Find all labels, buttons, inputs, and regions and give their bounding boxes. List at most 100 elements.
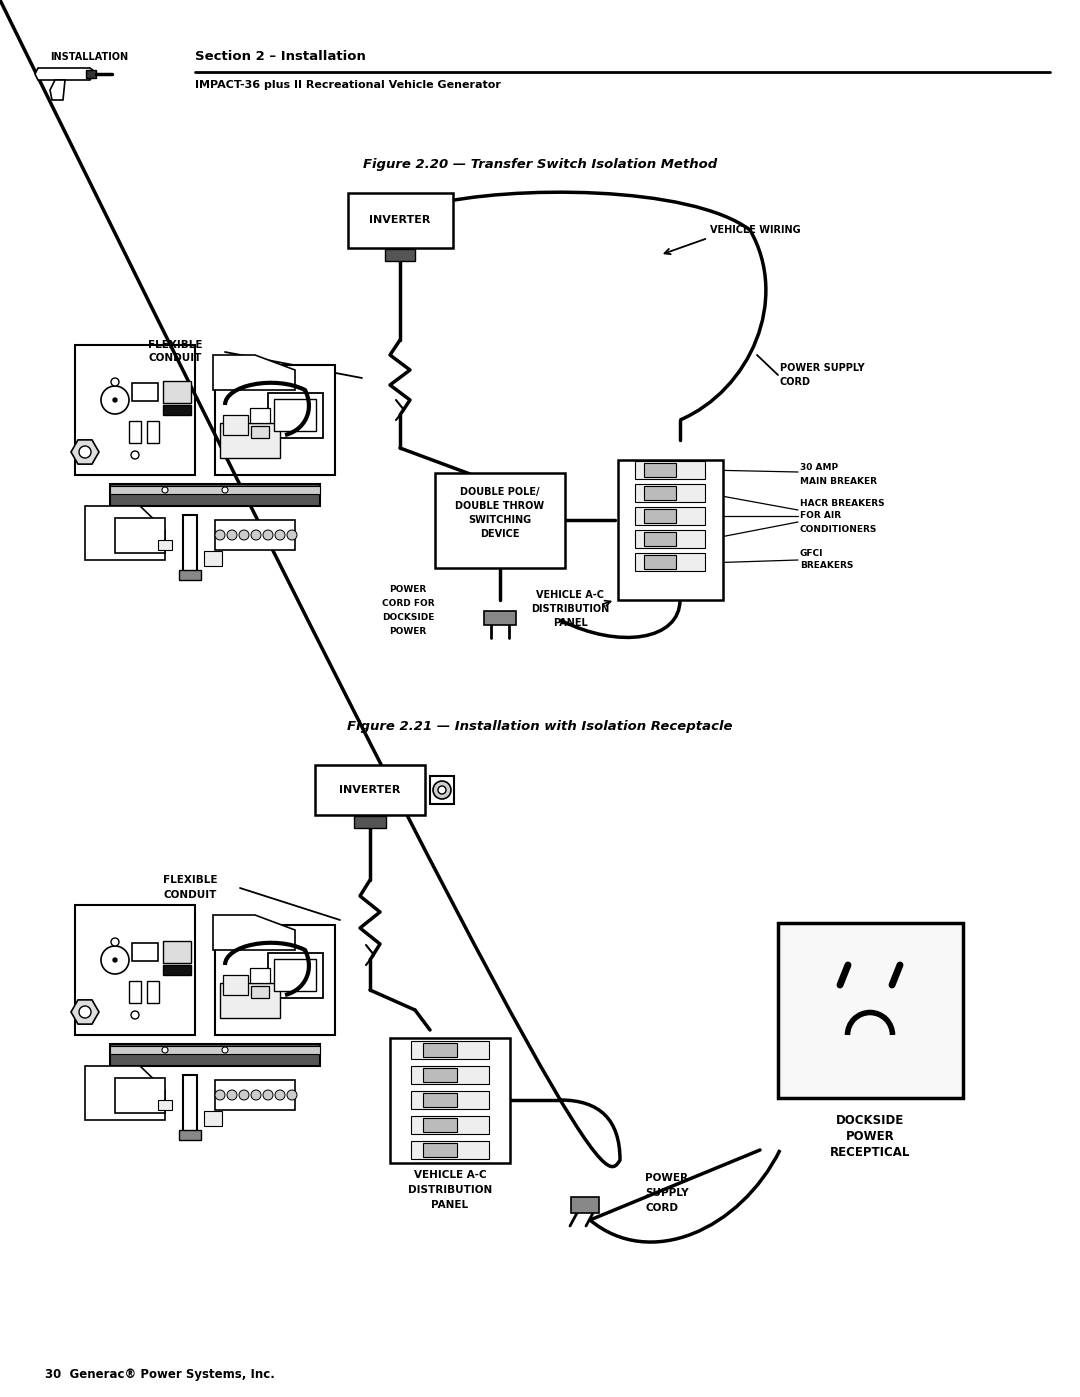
- Bar: [215, 1080, 295, 1111]
- Text: POWER SUPPLY: POWER SUPPLY: [780, 363, 865, 373]
- Text: CORD: CORD: [780, 377, 811, 387]
- Circle shape: [113, 958, 117, 963]
- Bar: [179, 570, 201, 580]
- Bar: [215, 925, 335, 1035]
- Bar: [618, 460, 723, 599]
- Text: IMPACT-36 plus II Recreational Vehicle Generator: IMPACT-36 plus II Recreational Vehicle G…: [195, 80, 501, 89]
- Bar: [384, 249, 415, 261]
- Bar: [251, 426, 269, 439]
- Bar: [635, 553, 705, 571]
- Text: INVERTER: INVERTER: [369, 215, 431, 225]
- Bar: [411, 1041, 489, 1059]
- Circle shape: [131, 451, 139, 460]
- Text: DOUBLE THROW: DOUBLE THROW: [456, 502, 544, 511]
- Circle shape: [102, 386, 129, 414]
- Bar: [222, 975, 247, 995]
- Circle shape: [251, 1090, 261, 1099]
- Bar: [249, 968, 270, 982]
- Bar: [163, 381, 191, 402]
- Bar: [215, 520, 295, 550]
- Bar: [635, 483, 705, 502]
- Bar: [274, 400, 316, 432]
- Circle shape: [433, 781, 451, 799]
- Polygon shape: [50, 80, 65, 101]
- Circle shape: [287, 529, 297, 541]
- Circle shape: [222, 1046, 228, 1053]
- Text: INVERTER: INVERTER: [339, 785, 401, 795]
- Bar: [220, 982, 280, 1017]
- Circle shape: [162, 488, 168, 493]
- Bar: [114, 517, 165, 552]
- Text: POWER: POWER: [846, 1130, 894, 1143]
- Circle shape: [79, 1006, 91, 1018]
- Bar: [179, 1130, 201, 1140]
- Bar: [251, 986, 269, 997]
- Polygon shape: [85, 1066, 165, 1120]
- Text: POWER: POWER: [390, 627, 427, 637]
- Bar: [423, 1044, 457, 1058]
- Circle shape: [239, 1090, 249, 1099]
- Bar: [423, 1143, 457, 1157]
- Bar: [635, 529, 705, 548]
- Polygon shape: [35, 68, 95, 80]
- Circle shape: [264, 529, 273, 541]
- Text: VEHICLE A-C: VEHICLE A-C: [414, 1171, 486, 1180]
- Circle shape: [438, 787, 446, 793]
- Text: DOCKSIDE: DOCKSIDE: [836, 1113, 904, 1126]
- Bar: [635, 461, 705, 479]
- Circle shape: [162, 1046, 168, 1053]
- Text: CONDUIT: CONDUIT: [148, 353, 202, 363]
- Circle shape: [275, 1090, 285, 1099]
- Bar: [644, 462, 676, 476]
- Text: Figure 2.20 — Transfer Switch Isolation Method: Figure 2.20 — Transfer Switch Isolation …: [363, 158, 717, 170]
- Bar: [390, 1038, 510, 1162]
- Bar: [411, 1091, 489, 1109]
- Bar: [644, 532, 676, 546]
- Text: CORD: CORD: [645, 1203, 678, 1213]
- Polygon shape: [85, 506, 165, 560]
- Text: SWITCHING: SWITCHING: [469, 515, 531, 525]
- Bar: [215, 365, 335, 475]
- Bar: [75, 345, 195, 475]
- Circle shape: [111, 937, 119, 946]
- Bar: [644, 486, 676, 500]
- Circle shape: [227, 529, 237, 541]
- Bar: [411, 1141, 489, 1160]
- Bar: [348, 193, 453, 247]
- Bar: [354, 816, 386, 828]
- Bar: [129, 981, 141, 1003]
- Text: DOCKSIDE: DOCKSIDE: [382, 613, 434, 623]
- Bar: [86, 70, 96, 78]
- Circle shape: [113, 398, 117, 402]
- Bar: [147, 981, 159, 1003]
- Text: PANEL: PANEL: [553, 617, 588, 629]
- Bar: [110, 1044, 320, 1066]
- Bar: [423, 1067, 457, 1083]
- Text: FOR AIR: FOR AIR: [800, 511, 841, 521]
- Circle shape: [102, 946, 129, 974]
- Text: GFCI: GFCI: [800, 549, 824, 557]
- Text: VEHICLE A-C: VEHICLE A-C: [536, 590, 604, 599]
- Text: PANEL: PANEL: [431, 1200, 469, 1210]
- Bar: [644, 555, 676, 569]
- Circle shape: [215, 1090, 225, 1099]
- Circle shape: [251, 529, 261, 541]
- Text: CONDUIT: CONDUIT: [163, 890, 217, 900]
- Text: DISTRIBUTION: DISTRIBUTION: [531, 604, 609, 615]
- Bar: [411, 1066, 489, 1084]
- Bar: [222, 415, 247, 434]
- Bar: [110, 1046, 320, 1053]
- Polygon shape: [71, 440, 99, 464]
- Bar: [315, 766, 426, 814]
- Bar: [204, 550, 222, 566]
- Circle shape: [287, 1090, 297, 1099]
- Text: POWER: POWER: [390, 585, 427, 595]
- Circle shape: [215, 529, 225, 541]
- Text: FLEXIBLE: FLEXIBLE: [163, 875, 217, 886]
- Text: DEVICE: DEVICE: [481, 529, 519, 539]
- Bar: [110, 483, 320, 506]
- Bar: [183, 515, 197, 576]
- Bar: [132, 943, 158, 961]
- Bar: [75, 905, 195, 1035]
- Bar: [249, 408, 270, 422]
